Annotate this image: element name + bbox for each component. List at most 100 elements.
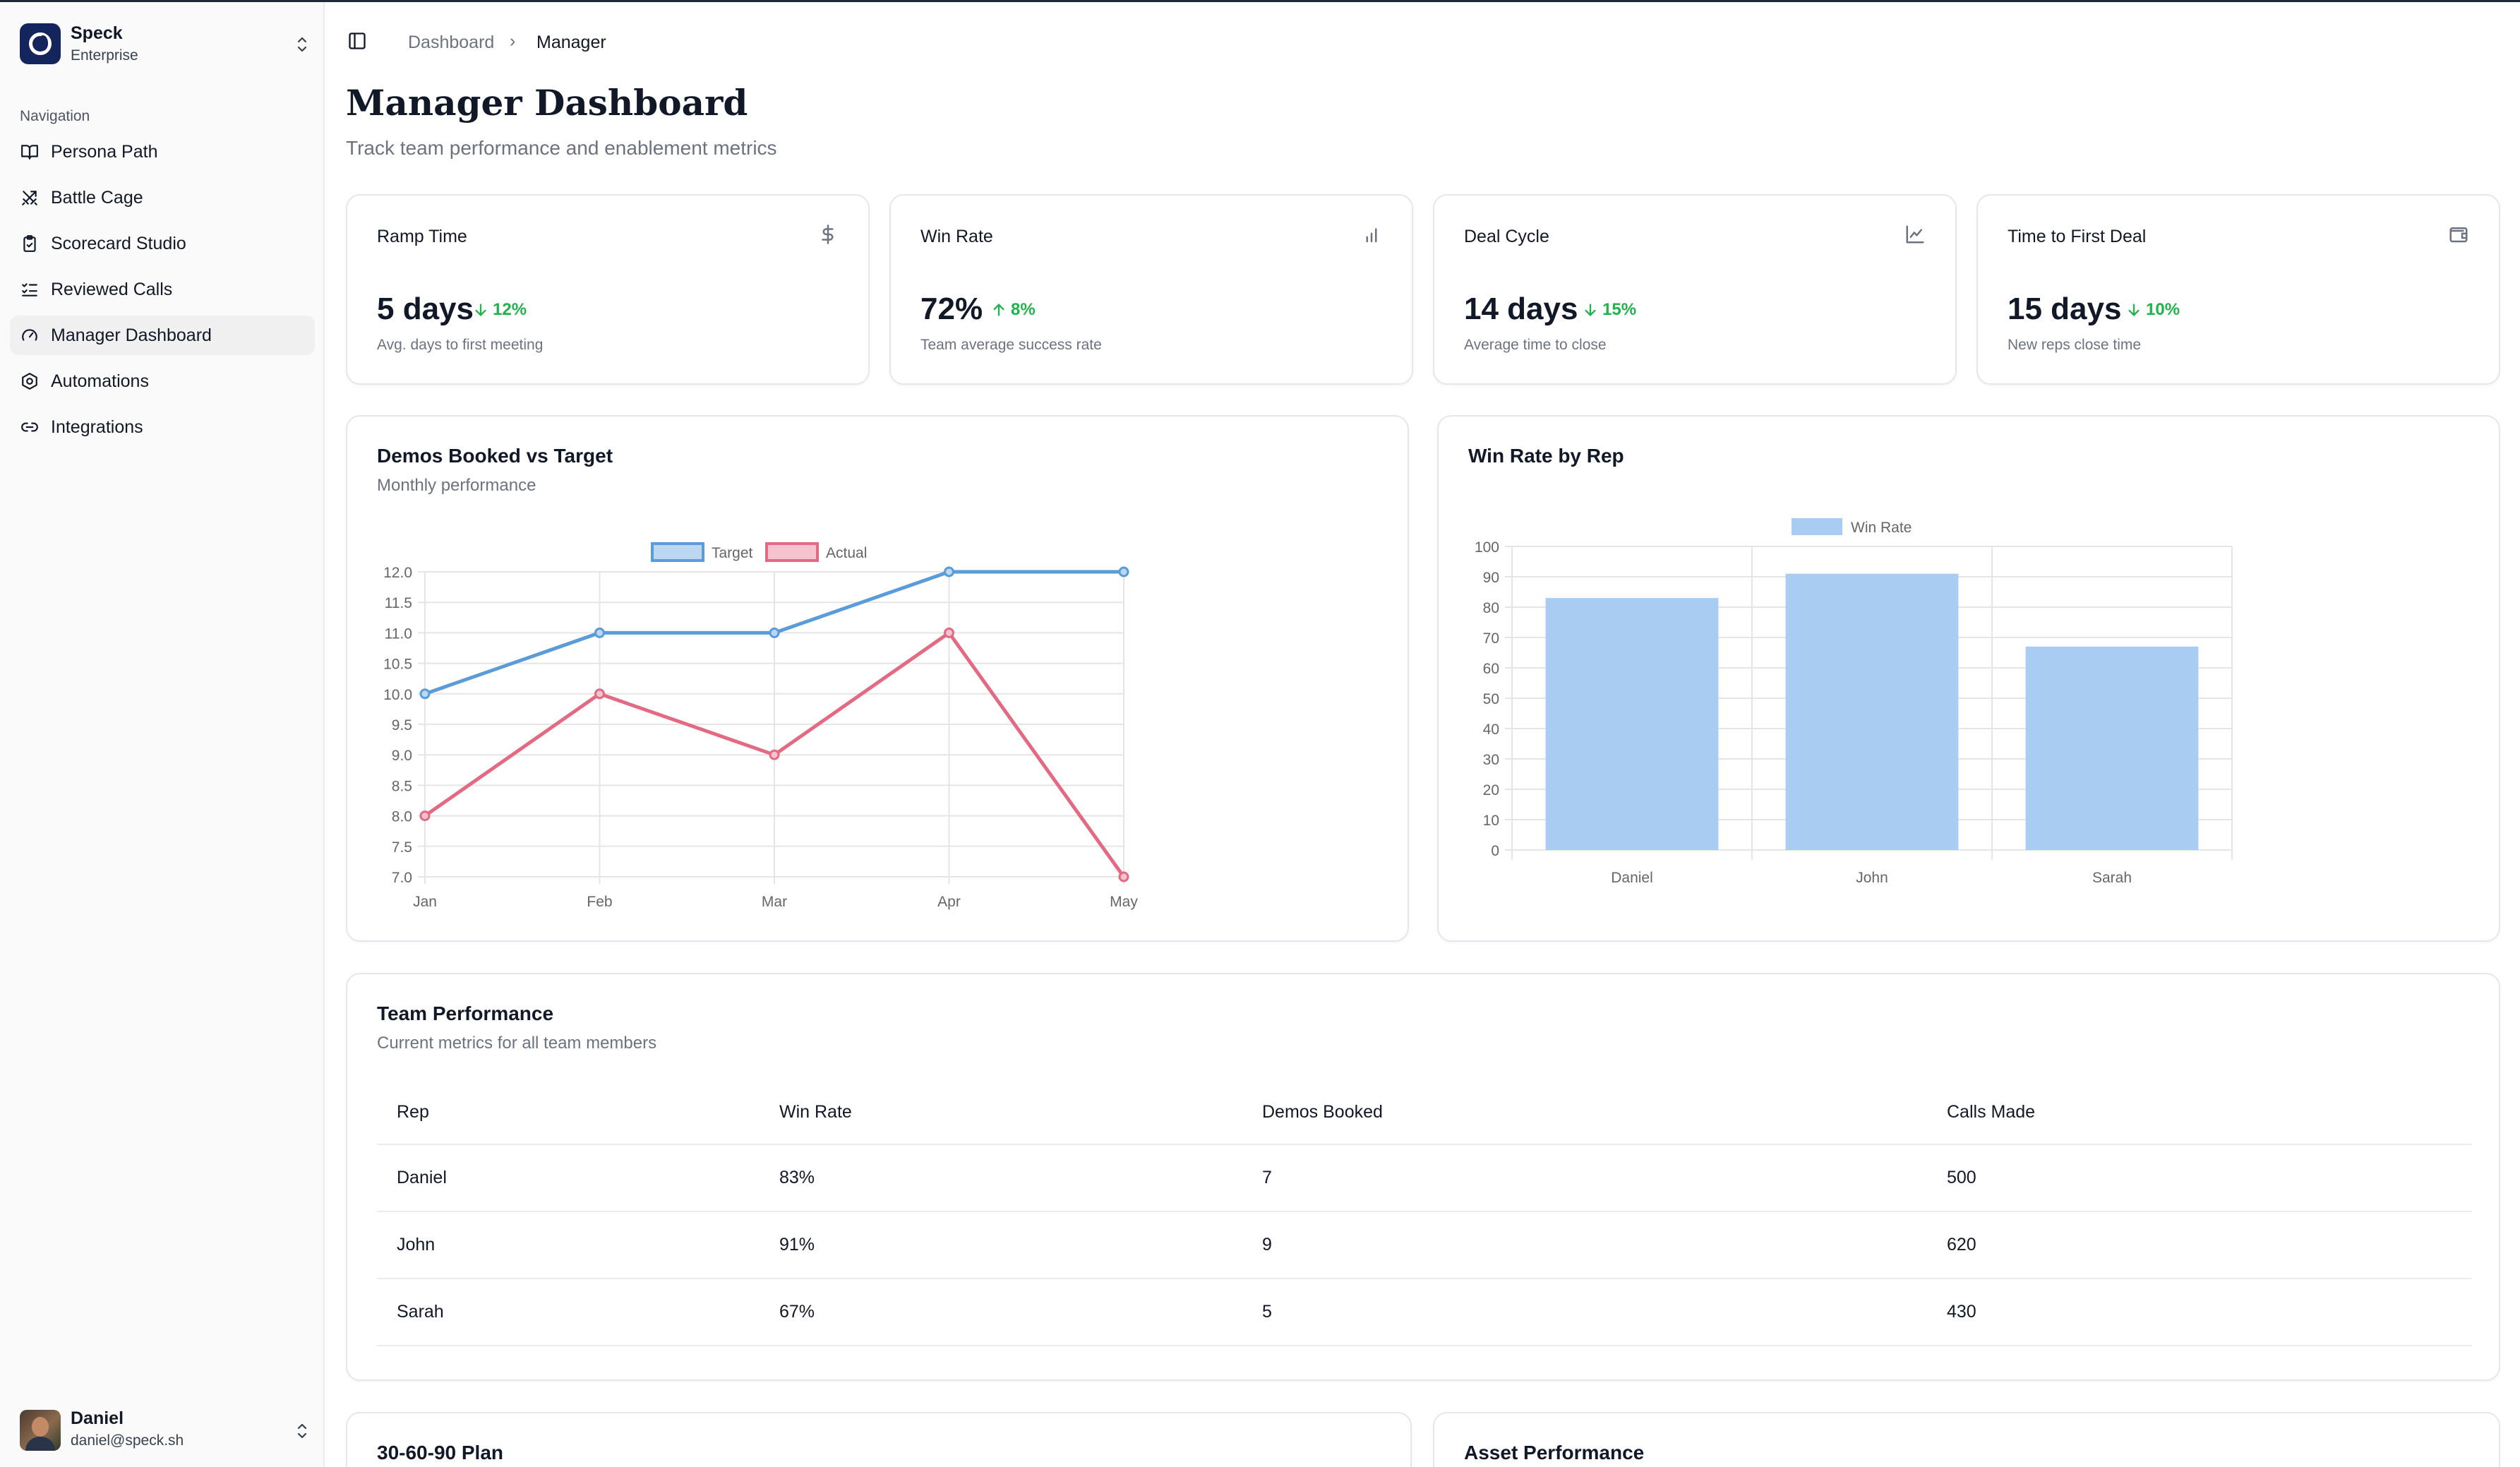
- sidebar-item-reviewed-calls[interactable]: Reviewed Calls: [10, 270, 315, 309]
- sidebar-item-label: Manager Dashboard: [51, 325, 212, 345]
- arrow-up-icon: [993, 304, 1004, 316]
- x-tick-label: John: [1856, 870, 1888, 886]
- table-row[interactable]: Daniel 83% 7 500: [377, 1145, 2472, 1212]
- sidebar-item-scorecard-studio[interactable]: Scorecard Studio: [10, 224, 315, 263]
- team-table: Rep Win Rate Demos Booked Calls Made Dan…: [377, 1080, 2472, 1346]
- data-point: [1118, 566, 1129, 577]
- cell-calls-made: 620: [1947, 1235, 1976, 1255]
- stat-card-win-rate: Win Rate 72% 8% Team average success rat…: [889, 194, 1413, 385]
- win-rate-chart-card: Win Rate by Rep 100 90 80 70 60 50 40 30 20 10 0 Wi…: [1437, 415, 2500, 942]
- table-header-row: Rep Win Rate Demos Booked Calls Made: [377, 1080, 2472, 1145]
- nav-menu: Persona Path Battle Cage Scorecard Studi…: [10, 132, 315, 453]
- y-tick-label: 0: [1491, 843, 1499, 859]
- sidebar-item-automations[interactable]: Automations: [10, 361, 315, 401]
- book-open-icon: [20, 142, 40, 162]
- data-point: [944, 566, 954, 577]
- y-tick-label: 60: [1483, 661, 1499, 677]
- sidebar-item-label: Automations: [51, 371, 149, 391]
- table-row[interactable]: John 91% 9 620: [377, 1212, 2472, 1279]
- plan-card: 30-60-90 Plan: [346, 1412, 1412, 1467]
- workspace-plan: Enterprise: [71, 47, 138, 64]
- y-tick-label: 7.0: [392, 870, 412, 886]
- cell-calls-made: 500: [1947, 1168, 1976, 1187]
- legend-swatch-target: [651, 542, 704, 562]
- stat-value: 5 days: [377, 292, 474, 326]
- x-tick-label: Daniel: [1611, 870, 1653, 886]
- speck-logo-icon: [20, 23, 61, 64]
- user-menu[interactable]: Daniel daniel@speck.sh: [20, 1406, 311, 1455]
- x-tick-label: Jan: [413, 894, 437, 910]
- data-point: [769, 749, 780, 760]
- cell-win-rate: 83%: [779, 1168, 815, 1187]
- y-tick-label: 90: [1483, 570, 1499, 586]
- stat-card-ramp-time: Ramp Time 5 days 12% Avg. days to first …: [346, 194, 870, 385]
- page-title: Manager Dashboard: [346, 82, 748, 124]
- y-tick-label: 10.5: [383, 657, 412, 673]
- stat-description: Avg. days to first meeting: [377, 337, 544, 353]
- x-tick-label: Feb: [587, 894, 612, 910]
- y-tick-label: 11.5: [385, 595, 412, 611]
- stat-description: Average time to close: [1464, 337, 1607, 353]
- table-subtitle: Current metrics for all team members: [377, 1034, 657, 1053]
- stat-card-time-to-first-deal: Time to First Deal 15 days 10% New reps …: [1976, 194, 2500, 385]
- line-chart: 12.0 11.5 11.0 10.5 10.0 9.5 9.0 8.5 8.0 7.5 7.0Ja…: [383, 542, 1138, 910]
- workspace-name: Speck: [71, 23, 123, 43]
- cell-demos-booked: 5: [1262, 1302, 1272, 1322]
- y-tick-label: 12.0: [383, 565, 412, 581]
- breadcrumb-dashboard[interactable]: Dashboard: [408, 32, 495, 52]
- arrow-down-icon: [2128, 304, 2140, 316]
- sidebar-item-manager-dashboard[interactable]: Manager Dashboard: [10, 316, 315, 355]
- chevrons-up-down-icon: [294, 32, 311, 57]
- stat-trend: 10%: [2126, 300, 2180, 320]
- legend-label: Target: [712, 545, 753, 561]
- hexagon-settings-icon: [20, 371, 40, 391]
- data-point: [769, 627, 780, 638]
- sidebar-item-integrations[interactable]: Integrations: [10, 407, 315, 447]
- chart-title: Demos Booked vs Target: [377, 445, 613, 467]
- line-chart-icon: [1904, 224, 1926, 245]
- bar-daniel: [1545, 598, 1719, 850]
- y-tick-label: 8.5: [392, 778, 412, 794]
- page-subtitle: Track team performance and enablement me…: [346, 137, 777, 159]
- bar-john: [1785, 573, 1959, 850]
- y-tick-label: 40: [1483, 721, 1499, 738]
- legend-label: Actual: [826, 545, 867, 561]
- user-email: daniel@speck.sh: [71, 1432, 184, 1449]
- stat-description: New reps close time: [2008, 337, 2142, 353]
- bar-chart-icon: [1361, 224, 1382, 245]
- x-tick-label: May: [1110, 894, 1138, 910]
- y-tick-label: 70: [1483, 630, 1499, 647]
- cell-win-rate: 67%: [779, 1302, 815, 1322]
- sidebar-item-battle-cage[interactable]: Battle Cage: [10, 178, 315, 217]
- stat-trend-value: 8%: [1011, 300, 1036, 319]
- breadcrumb-current: Manager: [536, 32, 606, 52]
- crossed-swords-icon: [20, 188, 40, 208]
- sidebar-item-label: Battle Cage: [51, 187, 143, 208]
- table-row[interactable]: Sarah 67% 5 430: [377, 1279, 2472, 1346]
- legend-label: Win Rate: [1851, 520, 1912, 536]
- column-header[interactable]: Rep: [397, 1101, 429, 1122]
- stat-title: Ramp Time: [377, 227, 467, 246]
- data-point: [944, 627, 954, 638]
- legend-swatch-actual: [765, 542, 819, 562]
- sidebar-toggle-icon[interactable]: [347, 31, 367, 51]
- card-title: Asset Performance: [1464, 1442, 1645, 1463]
- column-header[interactable]: Calls Made: [1947, 1101, 2036, 1122]
- column-header[interactable]: Win Rate: [779, 1101, 852, 1122]
- data-point: [594, 627, 605, 638]
- y-tick-label: 80: [1483, 600, 1499, 616]
- column-header[interactable]: Demos Booked: [1262, 1101, 1383, 1122]
- data-point: [419, 810, 431, 822]
- bar-sarah: [2025, 646, 2199, 850]
- sidebar-item-persona-path[interactable]: Persona Path: [10, 132, 315, 172]
- cell-demos-booked: 9: [1262, 1235, 1272, 1255]
- stat-value: 72%: [920, 292, 983, 326]
- stat-value: 15 days: [2008, 292, 2122, 326]
- x-tick-label: Sarah: [2092, 870, 2132, 886]
- dollar-icon: [817, 224, 839, 245]
- sidebar: Speck Enterprise Navigation Persona Path…: [0, 2, 325, 1467]
- gauge-icon: [20, 325, 40, 345]
- arrow-down-icon: [475, 304, 486, 316]
- workspace-switcher[interactable]: Speck Enterprise: [20, 20, 311, 67]
